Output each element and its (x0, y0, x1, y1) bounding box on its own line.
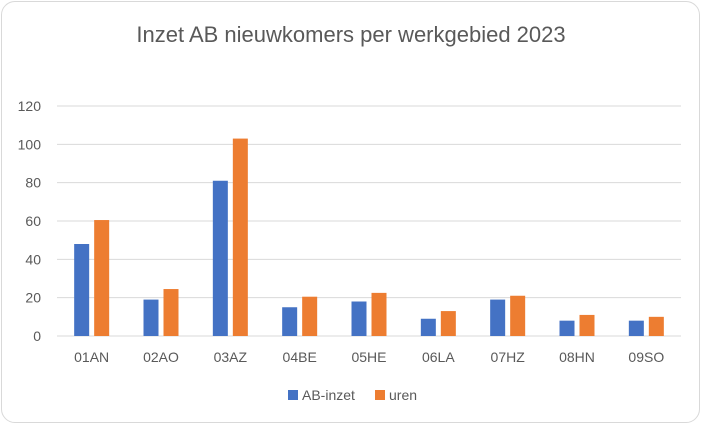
x-tick-label: 03AZ (214, 349, 248, 365)
y-tick-label: 0 (33, 328, 41, 344)
x-tick-label: 04BE (283, 349, 317, 365)
y-tick-label: 100 (18, 136, 42, 152)
x-tick-label: 01AN (74, 349, 109, 365)
bar-uren-04BE (302, 296, 318, 336)
bars (74, 138, 664, 336)
y-tick-label: 120 (18, 98, 42, 114)
gridlines (57, 105, 681, 337)
bar-uren-05HE (371, 292, 387, 336)
chart-title: Inzet AB nieuwkomers per werkgebied 2023 (136, 22, 565, 47)
legend-label: uren (389, 387, 417, 403)
y-tick-label: 60 (25, 213, 41, 229)
bar-AB-inzet-07HZ (490, 299, 506, 336)
y-tick-label: 80 (25, 175, 41, 191)
bar-uren-08HN (579, 314, 595, 336)
y-tick-label: 40 (25, 251, 41, 267)
y-axis-ticks: 0 20 40 60 80 100 120 (18, 98, 42, 344)
x-tick-label: 08HN (559, 349, 595, 365)
bar-AB-inzet-09SO (628, 320, 644, 336)
bar-uren-01AN (94, 220, 110, 336)
bar-AB-inzet-01AN (74, 244, 90, 336)
legend-label: AB-inzet (302, 387, 355, 403)
bar-AB-inzet-06LA (420, 318, 436, 336)
bar-AB-inzet-02AO (143, 299, 159, 336)
bar-uren-09SO (648, 316, 664, 336)
x-tick-label: 07HZ (491, 349, 526, 365)
x-tick-label: 06LA (422, 349, 455, 365)
y-tick-label: 20 (25, 290, 41, 306)
bar-uren-02AO (163, 289, 179, 336)
bar-AB-inzet-04BE (282, 307, 298, 336)
bar-uren-06LA (440, 311, 456, 336)
bar-AB-inzet-08HN (559, 320, 575, 336)
bar-AB-inzet-05HE (351, 301, 367, 336)
bar-uren-03AZ (232, 138, 248, 336)
x-tick-label: 05HE (351, 349, 386, 365)
x-tick-label: 09SO (628, 349, 664, 365)
legend: AB-inzet uren (288, 387, 417, 403)
x-tick-label: 02AO (143, 349, 179, 365)
bar-uren-07HZ (510, 295, 526, 336)
x-axis-ticks: 01AN 02AO 03AZ 04BE 05HE 06LA 07HZ 08HN 09SO (74, 349, 664, 365)
legend-swatch-uren (375, 390, 385, 400)
legend-swatch-AB-inzet (288, 390, 298, 400)
bar-AB-inzet-03AZ (212, 180, 228, 336)
